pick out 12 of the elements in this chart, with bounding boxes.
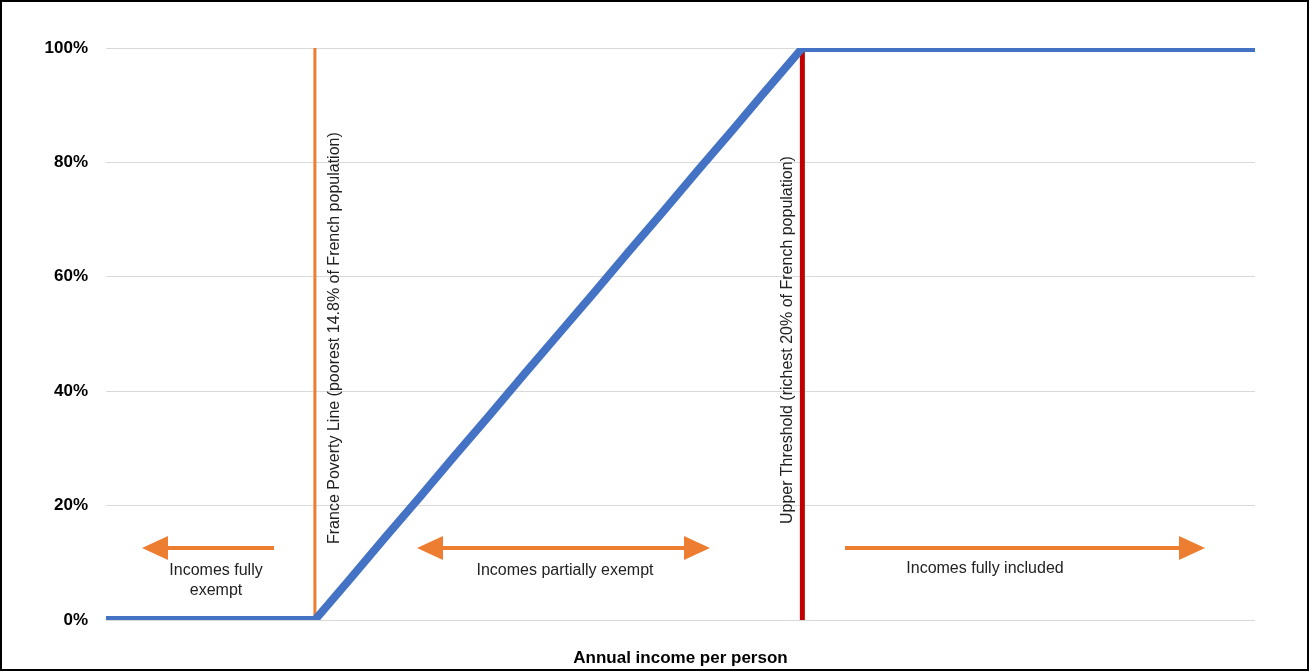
y-tick-label: 100% xyxy=(44,37,88,57)
annotation: France Poverty Line (poorest 14.8% of French population) xyxy=(324,132,342,544)
x-axis-title: Annual income per person xyxy=(573,648,788,668)
annotation: Incomes partially exempt xyxy=(475,560,655,580)
annotation: Incomes fully exempt xyxy=(168,560,264,600)
y-tick-label: 20% xyxy=(53,495,88,515)
y-tick-label: 80% xyxy=(53,152,88,172)
y-tick-label: 60% xyxy=(53,266,88,286)
y-tick-label: 0% xyxy=(63,609,88,629)
annotation: Upper Threshold (richest 20% of French population) xyxy=(778,156,796,524)
annotation: Incomes fully included xyxy=(905,558,1065,578)
y-tick-label: 40% xyxy=(53,380,88,400)
